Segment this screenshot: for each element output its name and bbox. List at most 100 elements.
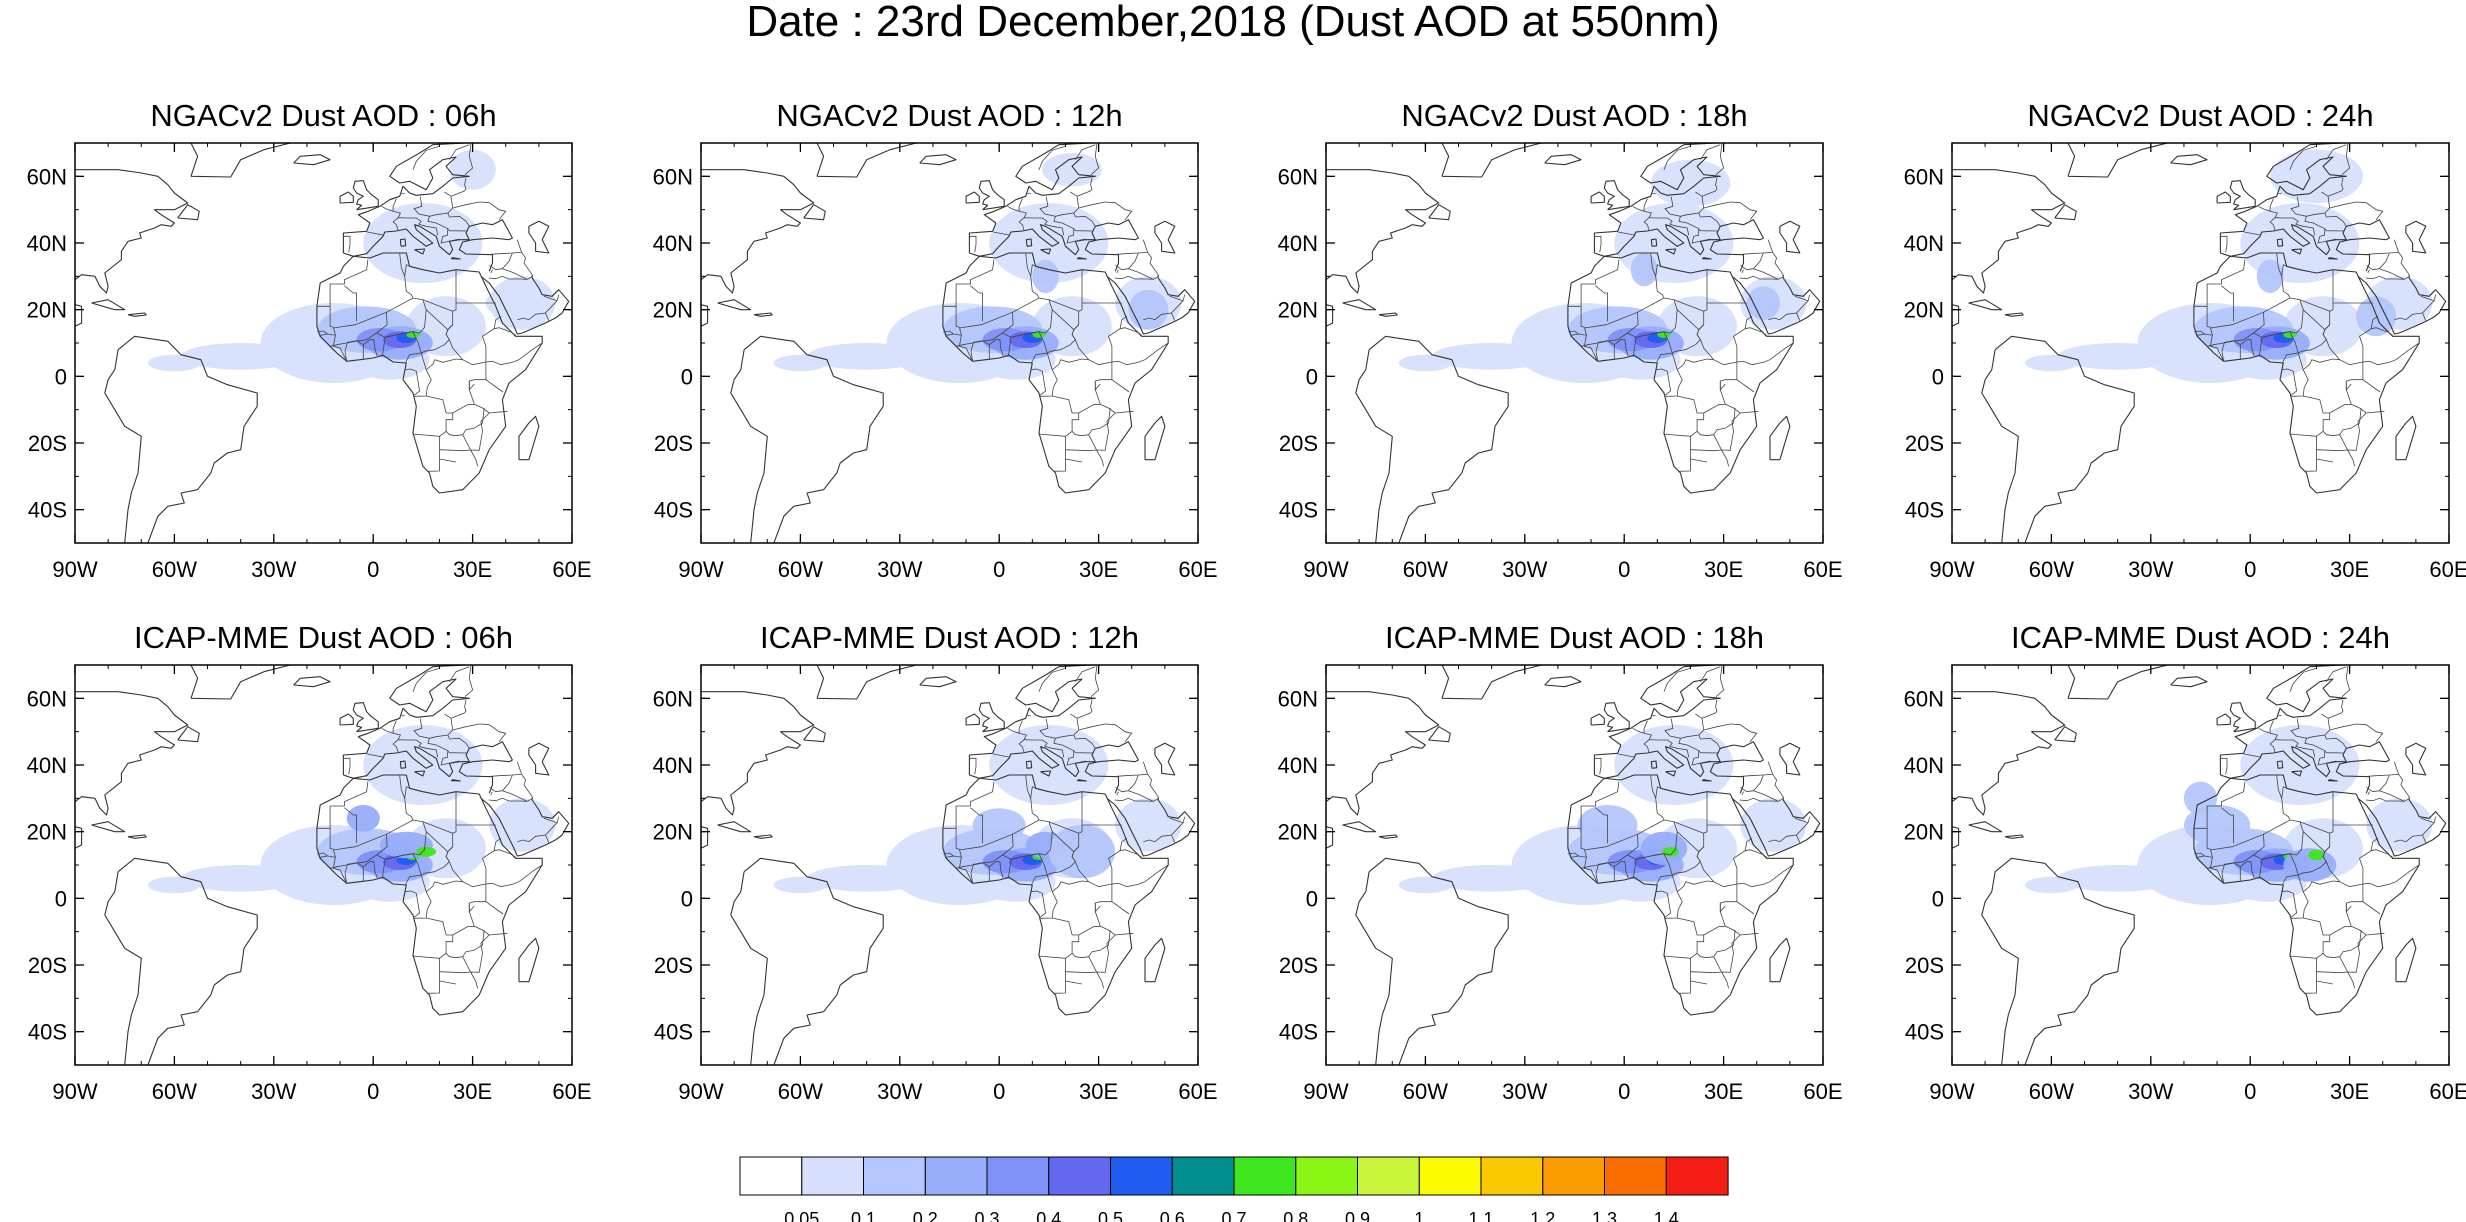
border-line (2420, 294, 2437, 302)
lon-tick-label: 60W (1403, 1079, 1448, 1104)
colorbar-label: 0.3 (974, 1209, 999, 1222)
border-line (2324, 212, 2347, 227)
border-line (1594, 235, 1602, 253)
colorbar-swatch (924, 1156, 988, 1196)
border-line (1066, 750, 1086, 766)
border-line (490, 791, 493, 796)
border-line (489, 252, 513, 271)
border-line (1698, 734, 1721, 749)
border-line (1073, 212, 1096, 227)
lat-tick-label: 60N (27, 686, 67, 711)
border-line (943, 330, 954, 335)
coastline (75, 691, 189, 849)
border-line (1740, 774, 1764, 793)
lon-tick-label: 60W (152, 1079, 197, 1104)
border-line (2367, 269, 2370, 274)
border-line (1650, 775, 1657, 799)
coastline (965, 191, 980, 204)
dust-region (1048, 825, 1116, 879)
border-line (1147, 774, 1159, 797)
border-line (1713, 956, 1729, 989)
coastline (342, 143, 470, 253)
colorbar-swatch (1295, 1156, 1359, 1196)
panel-title: NGACv2 Dust AOD : 06h (150, 98, 496, 133)
coastline (942, 252, 1169, 494)
border-line (1741, 239, 1774, 255)
lon-tick-label: 30W (1502, 557, 1547, 582)
border-line (1088, 434, 1104, 467)
border-line (1115, 252, 1139, 271)
coastline (1567, 774, 1794, 1016)
coastline (1981, 335, 2135, 543)
border-line (2207, 833, 2265, 869)
border-line (2239, 339, 2255, 360)
border-line (1053, 216, 1094, 232)
border-line (1664, 713, 1705, 739)
border-line (1696, 929, 1736, 959)
border-line (993, 753, 1010, 758)
border-line (2244, 753, 2261, 758)
border-line (2329, 723, 2384, 742)
border-line (1673, 821, 1704, 834)
border-line (2281, 890, 2298, 919)
border-line (404, 264, 414, 299)
border-line (1669, 745, 1690, 758)
border-line (2304, 216, 2345, 232)
coastline (1076, 257, 1087, 260)
dust-aod-field (1398, 159, 1807, 383)
border-line (399, 253, 406, 277)
border-line (2259, 853, 2299, 886)
border-line (422, 821, 453, 834)
border-line (1025, 253, 1032, 277)
border-line (1030, 890, 1047, 919)
border-line (1618, 753, 1635, 758)
border-line (2327, 177, 2344, 197)
border-line (2304, 436, 2317, 472)
dust-region (1398, 354, 1452, 372)
border-line (1030, 264, 1040, 299)
border-line (1703, 201, 1758, 220)
border-line (362, 339, 378, 360)
border-line (1018, 198, 1023, 212)
border-line (450, 699, 467, 719)
lon-tick-label: 60E (1803, 1079, 1842, 1104)
lon-tick-label: 60E (2429, 557, 2466, 582)
border-line (482, 837, 502, 884)
border-line (1701, 177, 1718, 197)
border-line (1701, 699, 1718, 719)
border-line (1053, 436, 1066, 472)
border-line (382, 853, 422, 886)
lon-tick-label: 30E (1704, 1079, 1743, 1104)
dust-region (416, 846, 437, 857)
border-line (316, 259, 369, 307)
border-line (2345, 903, 2352, 913)
border-line (344, 285, 358, 322)
coastline (2170, 154, 2208, 166)
border-line (1583, 856, 1599, 884)
coastline (1731, 796, 1821, 857)
coastline (450, 779, 461, 782)
lon-tick-label: 30E (1704, 557, 1743, 582)
border-line (943, 852, 954, 857)
coastline (942, 774, 1169, 1016)
country-borders (2193, 665, 2437, 994)
border-line (332, 334, 348, 362)
coastline (177, 726, 200, 743)
country-borders (316, 143, 560, 472)
coastline (1779, 742, 1801, 776)
dust-region (489, 798, 556, 852)
border-line (1676, 309, 1700, 330)
coastlines (75, 665, 570, 1065)
colorbar-label: 1.2 (1530, 1209, 1555, 1222)
border-line (317, 852, 328, 857)
lon-tick-label: 30W (877, 1079, 922, 1104)
border-line (2326, 144, 2347, 160)
border-line (2194, 330, 2205, 335)
lat-tick-label: 20S (654, 431, 693, 456)
coastline (2291, 248, 2303, 255)
border-line (418, 745, 439, 758)
coastline (1701, 257, 1712, 260)
panel-title: NGACv2 Dust AOD : 12h (776, 98, 1122, 133)
border-line (2302, 309, 2326, 330)
border-line (1690, 412, 1741, 452)
